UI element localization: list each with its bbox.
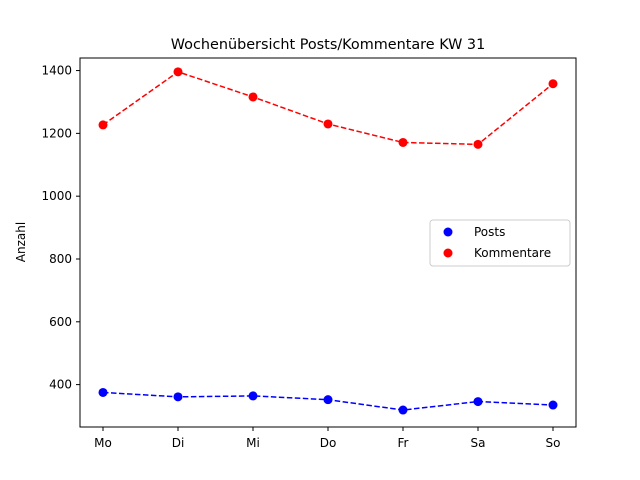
series-line-kommentare <box>102 70 554 146</box>
y-tick-label: 1200 <box>41 126 72 140</box>
data-point-posts <box>323 395 333 405</box>
chart-title: Wochenübersicht Posts/Kommentare KW 31 <box>171 37 485 53</box>
x-tick-label: Mi <box>246 436 260 450</box>
data-point-kommentare <box>98 120 108 130</box>
y-tick-label: 600 <box>49 315 72 329</box>
data-point-kommentare <box>548 79 558 89</box>
plot-area: Mo Di Mi Do Fr Sa So 400 600 800 1000 1200 1400 <box>41 57 577 450</box>
data-point-posts <box>548 400 558 410</box>
y-tick-label: 1000 <box>41 189 72 203</box>
x-tick-label: Fr <box>398 436 409 450</box>
legend-marker-posts <box>443 227 453 237</box>
data-point-posts <box>248 391 258 401</box>
legend-label-posts: Posts <box>474 225 505 239</box>
y-tick-label: 1400 <box>41 64 72 78</box>
data-point-kommentare <box>398 137 408 147</box>
x-tick-label: Sa <box>471 436 486 450</box>
legend-marker-kommentare <box>443 248 453 258</box>
y-tick-label: 400 <box>49 378 72 392</box>
x-tick-label: Do <box>320 436 337 450</box>
data-point-posts <box>473 397 483 407</box>
y-axis-label: Anzahl <box>14 222 28 262</box>
x-tick-label: Di <box>172 436 185 450</box>
data-point-kommentare <box>473 139 483 149</box>
data-point-kommentare <box>323 119 333 129</box>
legend: Posts Kommentare <box>429 219 571 267</box>
legend-label-kommentare: Kommentare <box>474 246 551 260</box>
data-point-posts <box>98 387 108 397</box>
x-tick-label: Mo <box>94 436 112 450</box>
legend-box <box>429 219 571 267</box>
x-tick-label: So <box>546 436 561 450</box>
data-point-kommentare <box>173 67 183 77</box>
y-tick-label: 800 <box>49 252 72 266</box>
data-point-kommentare <box>248 92 258 102</box>
data-point-posts <box>398 405 408 415</box>
data-point-posts <box>173 392 183 402</box>
